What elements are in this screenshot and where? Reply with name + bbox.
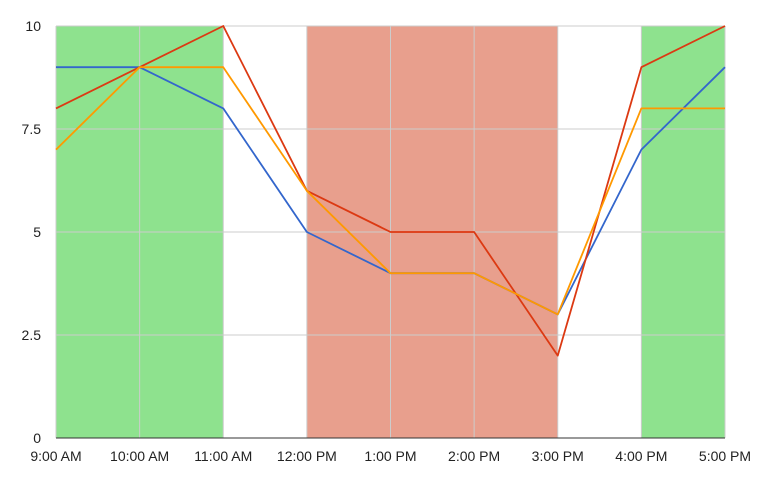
series-line-1 [55, 25, 726, 357]
y-tick-labels: 0 2.5 5 7.5 10 [22, 18, 42, 446]
x-tick-label: 5:00 PM [699, 448, 751, 464]
y-tick-label: 10 [25, 18, 41, 34]
x-tick-label: 1:00 PM [364, 448, 416, 464]
x-tick-label: 9:00 AM [30, 448, 81, 464]
series-line-2 [55, 66, 725, 316]
x-tick-label: 10:00 AM [110, 448, 169, 464]
x-tick-label: 12:00 PM [277, 448, 337, 464]
y-tick-label: 2.5 [22, 327, 42, 343]
y-tick-label: 0 [33, 430, 41, 446]
x-tick-labels: 9:00 AM 10:00 AM 11:00 AM 12:00 PM 1:00 PM 2:… [30, 448, 751, 464]
y-tick-label: 7.5 [22, 121, 42, 137]
x-tick-label: 2:00 PM [448, 448, 500, 464]
x-tick-label: 3:00 PM [532, 448, 584, 464]
x-tick-label: 11:00 AM [194, 448, 252, 464]
series-lines [55, 25, 726, 357]
y-tick-label: 5 [33, 224, 41, 240]
x-tick-label: 4:00 PM [615, 448, 667, 464]
